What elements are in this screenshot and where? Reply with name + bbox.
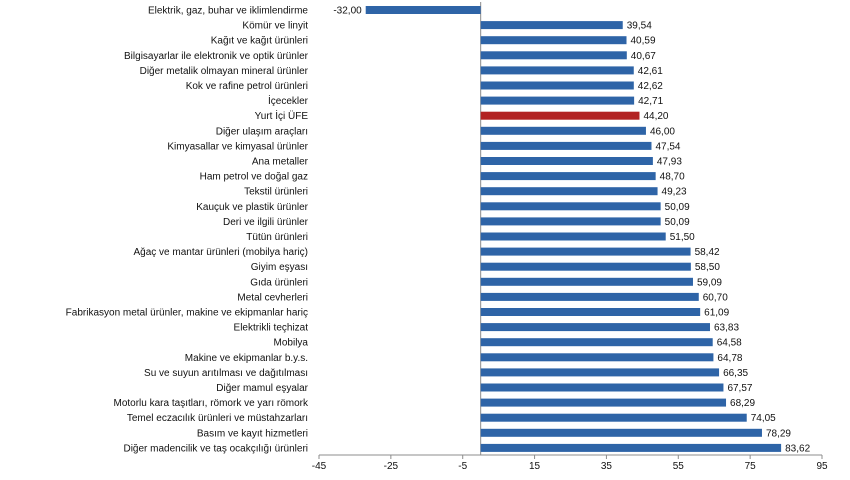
value-label: -32,00 <box>333 6 362 17</box>
category-label: Ham petrol ve doğal gaz <box>200 172 308 183</box>
value-label: 49,23 <box>662 187 687 198</box>
category-label: Giyim eşyası <box>251 262 308 273</box>
value-label: 48,70 <box>660 172 685 183</box>
bar <box>480 247 691 256</box>
value-label: 59,09 <box>697 277 722 288</box>
category-label: Ana metaller <box>252 157 309 168</box>
category-label: Ağaç ve mantar ürünleri (mobilya hariç) <box>133 247 308 258</box>
category-label: Diğer metalik olmayan mineral ürünler <box>140 66 309 77</box>
category-label: Elektrik, gaz, buhar ve iklimlendirme <box>148 6 308 17</box>
category-label: Bilgisayarlar ile elektronik ve optik ür… <box>124 51 309 62</box>
category-label: Su ve suyun arıtılması ve dağıtılması <box>144 368 308 379</box>
category-label: Elektrikli teçhizat <box>234 323 309 334</box>
x-tick-label: 55 <box>673 461 685 472</box>
category-label: Motorlu kara taşıtları, römork ve yarı r… <box>114 398 309 409</box>
x-tick-label: 35 <box>601 461 613 472</box>
category-label: İçecekler <box>268 94 309 107</box>
bar <box>480 126 646 135</box>
category-label: Temel eczacılık ürünleri ve müstahzarlar… <box>127 413 308 424</box>
value-label: 68,29 <box>730 398 755 409</box>
value-label: 42,61 <box>638 66 663 77</box>
value-label: 42,71 <box>638 96 663 107</box>
category-label: Gıda ürünleri <box>250 277 308 288</box>
value-label: 50,09 <box>665 202 690 213</box>
bar <box>480 398 727 407</box>
value-label: 78,29 <box>766 428 791 439</box>
bar <box>480 262 691 271</box>
category-label: Kimyasallar ve kimyasal ürünler <box>167 141 308 152</box>
bar <box>480 157 653 165</box>
bar <box>365 6 481 14</box>
value-label: 63,83 <box>714 323 739 334</box>
value-label: 44,20 <box>643 111 668 122</box>
x-tick-label: -45 <box>312 461 327 472</box>
category-label: Fabrikasyon metal ürünler, makine ve eki… <box>66 308 308 319</box>
value-label: 47,54 <box>655 141 680 152</box>
value-label: 50,09 <box>665 217 690 228</box>
x-tick-label: -25 <box>384 461 399 472</box>
category-label: Makine ve ekipmanlar b.y.s. <box>185 353 308 364</box>
bar <box>480 368 720 377</box>
bar <box>480 353 714 362</box>
value-label: 64,78 <box>717 353 742 364</box>
value-label: 39,54 <box>627 21 652 32</box>
x-tick-label: 95 <box>816 461 828 472</box>
bar <box>480 428 762 437</box>
category-label: Deri ve ilgili ürünler <box>223 217 309 228</box>
category-label: Kok ve rafine petrol ürünleri <box>186 81 308 92</box>
bar <box>480 323 711 332</box>
category-label: Kağıt ve kağıt ürünleri <box>211 36 308 47</box>
bar <box>480 292 699 301</box>
x-tick-label: -5 <box>458 461 467 472</box>
bar <box>480 383 724 392</box>
bar <box>480 217 661 226</box>
category-label: Kauçuk ve plastik ürünler <box>196 202 308 213</box>
bar <box>480 172 656 181</box>
category-label: Diğer ulaşım araçları <box>216 126 308 137</box>
bar <box>480 141 652 150</box>
value-label: 42,62 <box>638 81 663 92</box>
value-label: 60,70 <box>703 292 728 303</box>
value-label: 64,58 <box>717 338 742 349</box>
bar <box>480 81 634 90</box>
category-label: Basım ve kayıt hizmetleri <box>197 428 308 439</box>
x-tick-label: 75 <box>745 461 757 472</box>
bar <box>480 413 747 422</box>
value-label: 58,50 <box>695 262 720 273</box>
category-label: Tütün ürünleri <box>246 232 308 243</box>
category-label: Diğer madencilik ve taş ocakçılığı ürünl… <box>123 443 308 454</box>
bar <box>480 308 701 316</box>
category-label: Mobilya <box>274 338 309 349</box>
bar <box>480 66 634 75</box>
category-label: Diğer mamul eşyalar <box>216 383 308 394</box>
bar <box>480 51 627 60</box>
bar <box>480 36 627 45</box>
value-label: 47,93 <box>657 157 682 168</box>
value-label: 83,62 <box>785 443 810 454</box>
value-label: 58,42 <box>695 247 720 258</box>
value-label: 67,57 <box>727 383 752 394</box>
bar <box>480 187 658 196</box>
bar <box>480 202 661 211</box>
value-label: 40,59 <box>631 36 656 47</box>
bar <box>480 232 666 241</box>
x-tick-label: 15 <box>529 461 541 472</box>
bar <box>480 277 693 286</box>
value-label: 61,09 <box>704 308 729 319</box>
bar <box>480 21 623 30</box>
value-label: 51,50 <box>670 232 695 243</box>
category-label: Yurt İçi ÜFE <box>255 109 309 122</box>
category-label: Metal cevherleri <box>237 292 308 303</box>
value-label: 40,67 <box>631 51 656 62</box>
bar <box>480 338 713 347</box>
bar <box>480 96 635 105</box>
category-label: Kömür ve linyit <box>242 21 308 32</box>
category-label: Tekstil ürünleri <box>244 187 308 198</box>
bar <box>480 111 640 120</box>
bar <box>480 443 782 452</box>
value-label: 66,35 <box>723 368 748 379</box>
value-label: 46,00 <box>650 126 675 137</box>
value-label: 74,05 <box>751 413 776 424</box>
